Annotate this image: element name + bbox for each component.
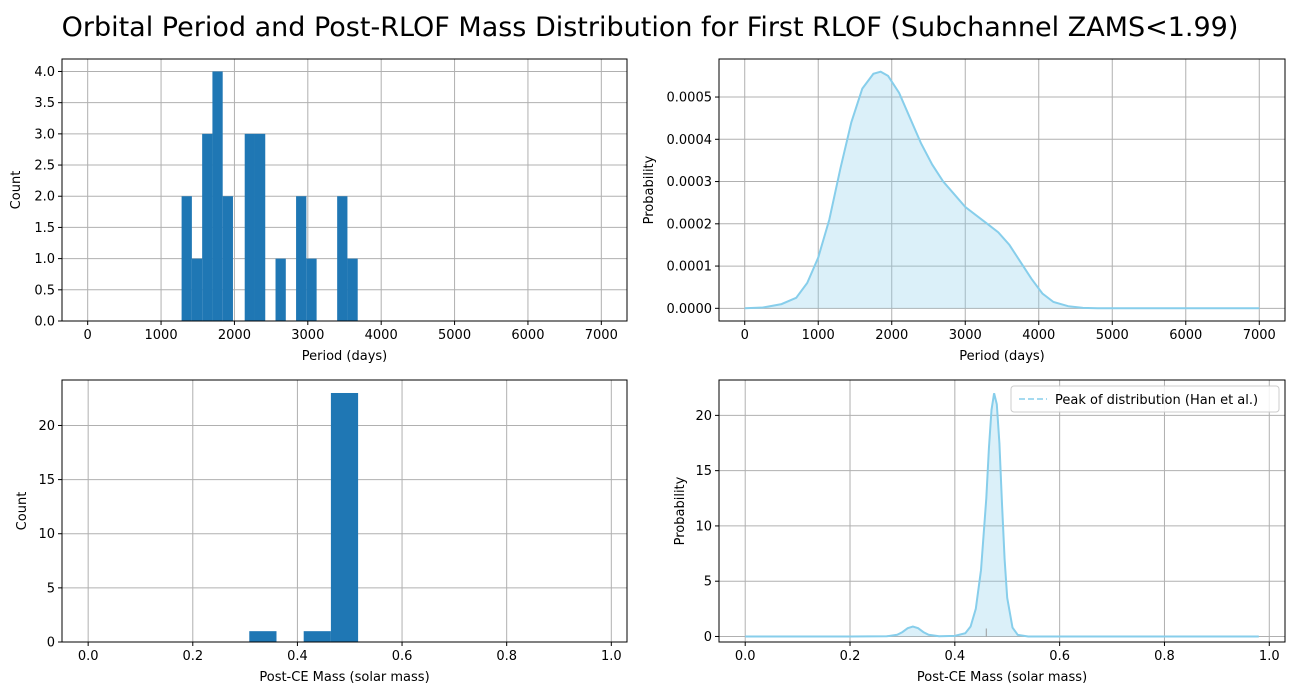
x-tick-label: 0.6 bbox=[1049, 649, 1070, 664]
histogram-bar bbox=[191, 258, 203, 321]
y-tick-label: 0 bbox=[47, 636, 55, 651]
x-tick-label: 6000 bbox=[1169, 328, 1202, 343]
axes-frame bbox=[718, 58, 1286, 322]
y-tick-label: 20 bbox=[695, 409, 712, 424]
y-tick-label: 2.0 bbox=[34, 190, 55, 205]
axes-frame bbox=[61, 379, 628, 643]
x-tick-label: 2000 bbox=[875, 328, 908, 343]
x-tick-label: 1000 bbox=[145, 328, 178, 343]
y-tick-label: 0.0003 bbox=[667, 175, 713, 190]
x-tick-label: 4000 bbox=[365, 328, 398, 343]
histogram-bar bbox=[202, 133, 213, 321]
x-axis-label: Period (days) bbox=[302, 349, 388, 364]
legend: Peak of distribution (Han et al.) bbox=[1010, 385, 1280, 413]
x-tick-label: 4000 bbox=[1022, 328, 1055, 343]
histogram-bar bbox=[254, 133, 266, 321]
x-tick-label: 3000 bbox=[291, 328, 324, 343]
x-tick-label: 1.0 bbox=[1259, 649, 1280, 664]
y-axis-label: Probability bbox=[673, 476, 688, 545]
histogram-bar bbox=[306, 258, 317, 321]
chart-panel-top-right: 0 1000 2000 3000 4000 5000 6000 7000 0.0000 0.000… bbox=[642, 58, 1286, 364]
histogram-bar bbox=[222, 196, 233, 321]
y-tick-label: 3.5 bbox=[34, 96, 55, 111]
figure-title: Orbital Period and Post-RLOF Mass Distri… bbox=[62, 12, 1239, 43]
histogram-bar bbox=[347, 258, 358, 321]
y-tick-label: 0.0005 bbox=[667, 91, 713, 106]
y-tick-label: 1.0 bbox=[34, 252, 55, 267]
chart-panel-bottom-left: 0.0 0.2 0.4 0.6 0.8 1.0 0 5 10 15 20 Post-CE Mass (… bbox=[15, 379, 628, 685]
y-tick-label: 5 bbox=[47, 581, 55, 596]
y-tick-label: 2.5 bbox=[34, 159, 55, 174]
y-axis-label: Count bbox=[9, 171, 24, 210]
kde-line bbox=[744, 70, 1260, 310]
y-axis-label: Count bbox=[15, 492, 30, 531]
x-tick-label: 0.8 bbox=[496, 649, 517, 664]
y-tick-label: 3.0 bbox=[34, 127, 55, 142]
histogram-bar bbox=[181, 196, 192, 321]
x-tick-label: 6000 bbox=[511, 328, 544, 343]
histogram-bar bbox=[303, 631, 331, 642]
y-axis-label: Probability bbox=[642, 155, 657, 224]
x-tick-label: 0.8 bbox=[1154, 649, 1175, 664]
legend-label: Peak of distribution (Han et al.) bbox=[1055, 393, 1258, 408]
y-tick-label: 1.5 bbox=[34, 221, 55, 236]
x-tick-label: 0.4 bbox=[944, 649, 965, 664]
y-tick-label: 10 bbox=[695, 519, 712, 534]
x-tick-label: 1000 bbox=[802, 328, 835, 343]
x-tick-label: 0.0 bbox=[78, 649, 99, 664]
x-tick-label: 5000 bbox=[438, 328, 471, 343]
x-tick-label: 2000 bbox=[218, 328, 251, 343]
x-tick-label: 7000 bbox=[1243, 328, 1276, 343]
legend-box bbox=[1010, 385, 1280, 413]
histogram-bar bbox=[249, 631, 277, 642]
x-tick-label: 7000 bbox=[585, 328, 618, 343]
x-tick-label: 0.2 bbox=[182, 649, 203, 664]
y-tick-label: 0.0001 bbox=[667, 260, 713, 275]
y-tick-label: 20 bbox=[38, 419, 55, 434]
x-tick-label: 0 bbox=[84, 328, 92, 343]
y-tick-label: 0 bbox=[704, 630, 712, 645]
y-tick-label: 0.0002 bbox=[667, 217, 713, 232]
x-axis-label: Post-CE Mass (solar mass) bbox=[917, 670, 1087, 685]
x-tick-label: 0.0 bbox=[735, 649, 756, 664]
histogram-bar bbox=[275, 258, 286, 321]
y-tick-label: 0.5 bbox=[34, 283, 55, 298]
histogram-bar bbox=[337, 196, 348, 321]
histogram-bar bbox=[212, 71, 223, 321]
x-tick-label: 3000 bbox=[949, 328, 982, 343]
chart-panel-bottom-right: Peak of distribution (Han et al.) 0.0 0.2 0… bbox=[673, 379, 1286, 685]
histogram-bar bbox=[244, 133, 255, 321]
y-tick-label: 15 bbox=[695, 464, 712, 479]
x-tick-label: 5000 bbox=[1096, 328, 1129, 343]
y-tick-label: 4.0 bbox=[34, 65, 55, 80]
histogram-bar bbox=[296, 196, 307, 321]
y-tick-label: 0.0000 bbox=[667, 302, 713, 317]
x-axis-label: Period (days) bbox=[959, 349, 1045, 364]
x-tick-label: 0.2 bbox=[840, 649, 861, 664]
x-tick-label: 0.6 bbox=[392, 649, 413, 664]
y-tick-label: 5 bbox=[704, 575, 712, 590]
x-tick-label: 0 bbox=[741, 328, 749, 343]
y-tick-label: 0.0 bbox=[34, 315, 55, 330]
y-tick-label: 0.0004 bbox=[667, 133, 713, 148]
x-tick-label: 0.4 bbox=[287, 649, 308, 664]
kde-fill-area bbox=[744, 71, 1260, 309]
x-tick-label: 1.0 bbox=[601, 649, 622, 664]
panels: 0 1000 2000 3000 4000 5000 6000 70000.00.51.01.… bbox=[9, 58, 1286, 685]
y-tick-label: 15 bbox=[38, 473, 55, 488]
x-axis-label: Post-CE Mass (solar mass) bbox=[259, 670, 429, 685]
chart-panel-top-left: 0 1000 2000 3000 4000 5000 6000 7000 0.0 0.5 1.0 1.… bbox=[9, 58, 628, 364]
histogram-bar bbox=[330, 392, 359, 642]
axes-frame bbox=[61, 58, 628, 322]
y-tick-label: 10 bbox=[38, 527, 55, 542]
axes-frame bbox=[718, 379, 1286, 643]
kde-line bbox=[745, 393, 1259, 638]
